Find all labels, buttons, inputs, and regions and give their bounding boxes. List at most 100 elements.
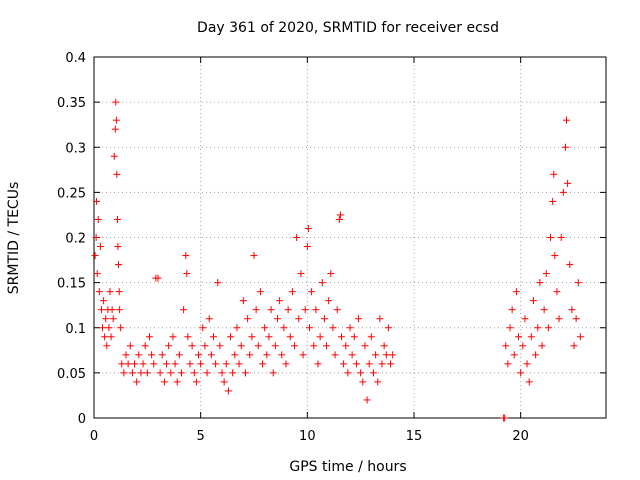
data-point [105,324,113,332]
data-point [156,369,164,377]
data-point [570,342,578,350]
data-point [335,215,343,223]
data-point [532,351,540,359]
data-point [544,324,552,332]
data-point [97,306,105,314]
data-point [167,369,175,377]
data-point [160,378,168,386]
data-point [113,215,121,223]
data-point [372,351,380,359]
data-point [108,306,116,314]
data-point [276,297,284,305]
data-point [291,342,299,350]
data-point [116,306,124,314]
data-point [525,378,533,386]
data-point [352,360,360,368]
data-point [229,369,237,377]
y-tick-label: 0.35 [57,96,86,111]
data-point [209,333,217,341]
data-point [261,324,269,332]
data-point [267,306,275,314]
data-point [563,116,571,124]
data-point [329,324,337,332]
data-point [212,360,220,368]
data-point [96,243,104,251]
data-point [118,360,126,368]
data-point [305,324,313,332]
data-point [355,315,363,323]
data-point [237,342,245,350]
data-point [180,306,188,314]
data-point [303,243,311,251]
data-point [120,369,128,377]
data-point [148,351,156,359]
data-point [325,297,333,305]
data-point [233,324,241,332]
data-point [203,369,211,377]
data-point [128,369,136,377]
y-axis-label: SRMTID / TECUs [6,182,22,295]
data-point [557,234,565,241]
data-point [376,315,384,323]
data-point [192,378,200,386]
data-point [109,315,117,323]
data-point [175,351,183,359]
data-point [91,252,99,260]
data-point [207,351,215,359]
data-point [150,360,158,368]
data-point [538,342,546,350]
y-tick-label: 0.3 [65,141,86,156]
data-point [114,243,122,251]
y-tick-label: 0.25 [57,186,86,201]
data-point [344,369,352,377]
y-tick-label: 0 [78,412,86,427]
data-point [551,252,559,260]
data-point [188,342,196,350]
data-point [93,270,101,278]
data-point [259,360,267,368]
data-point [314,360,322,368]
data-point [222,360,230,368]
data-point [102,315,110,323]
data-point [184,333,192,341]
data-point [269,369,277,377]
data-point [523,360,531,368]
data-point [133,378,141,386]
data-point [333,306,341,314]
data-point [357,369,365,377]
data-point [336,211,344,219]
data-point [169,333,177,341]
y-tick-label: 0.05 [57,367,86,382]
data-point [254,342,262,350]
data-point [380,342,388,350]
data-point [214,279,222,287]
data-point [263,351,271,359]
data-point [173,378,181,386]
data-point [103,342,111,350]
data-point [99,324,107,332]
data-point [271,342,279,350]
data-point [540,306,548,314]
data-point [312,306,320,314]
data-point [555,315,563,323]
data-point [115,288,123,296]
data-point [205,315,213,323]
y-tick-label: 0.1 [65,322,86,337]
data-point [510,351,518,359]
data-point [92,234,100,241]
data-point [288,288,296,296]
data-point [536,279,544,287]
data-point [115,261,123,269]
data-points [91,98,584,422]
data-point [553,288,561,296]
data-point [515,333,523,341]
data-point [117,324,125,332]
data-point [110,152,118,160]
data-point [574,279,582,287]
data-point [559,188,567,196]
data-point [216,342,224,350]
x-tick-label: 10 [299,429,316,444]
data-point [293,234,301,241]
data-point [106,288,114,296]
